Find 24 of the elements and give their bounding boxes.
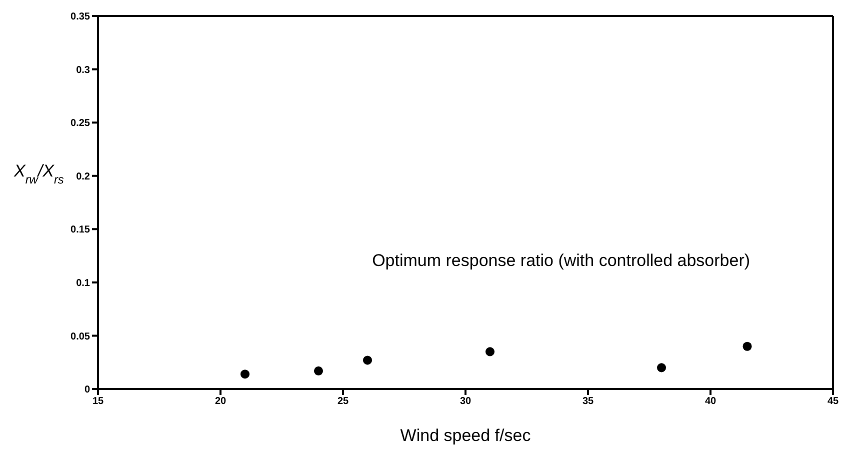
y-tick-label: 0.05: [70, 331, 90, 342]
y-tick-label: 0.1: [76, 278, 90, 289]
y-tick-label: 0.15: [70, 224, 90, 236]
x-tick-label: 40: [704, 396, 716, 408]
y-tick-label: 0.35: [70, 12, 90, 23]
point: [362, 356, 372, 365]
y-axis-title: X$_{rw}$/X$_{rs}$: [13, 161, 64, 186]
y-tick-label: 0.3: [76, 64, 90, 76]
x-tick-label: 45: [827, 396, 839, 408]
x-tick-label: 15: [92, 396, 104, 408]
point: [240, 370, 250, 379]
y-tick-label: 0.2: [76, 171, 90, 182]
x-axis-title: Wind speed f/sec: [400, 426, 532, 445]
y-tick-label: 0: [84, 384, 90, 396]
point: [485, 347, 495, 356]
x-tick-label: 35: [582, 396, 594, 408]
point: [656, 363, 666, 372]
annotation: Optimum response ratio (with controlled absorber): [372, 250, 750, 270]
y-tick-label: 0.25: [70, 118, 90, 130]
point: [742, 342, 752, 351]
x-tick-label: 30: [460, 396, 472, 408]
x-tick-label: 25: [337, 396, 349, 408]
point: [314, 366, 324, 376]
x-tick-label: 20: [214, 396, 226, 408]
